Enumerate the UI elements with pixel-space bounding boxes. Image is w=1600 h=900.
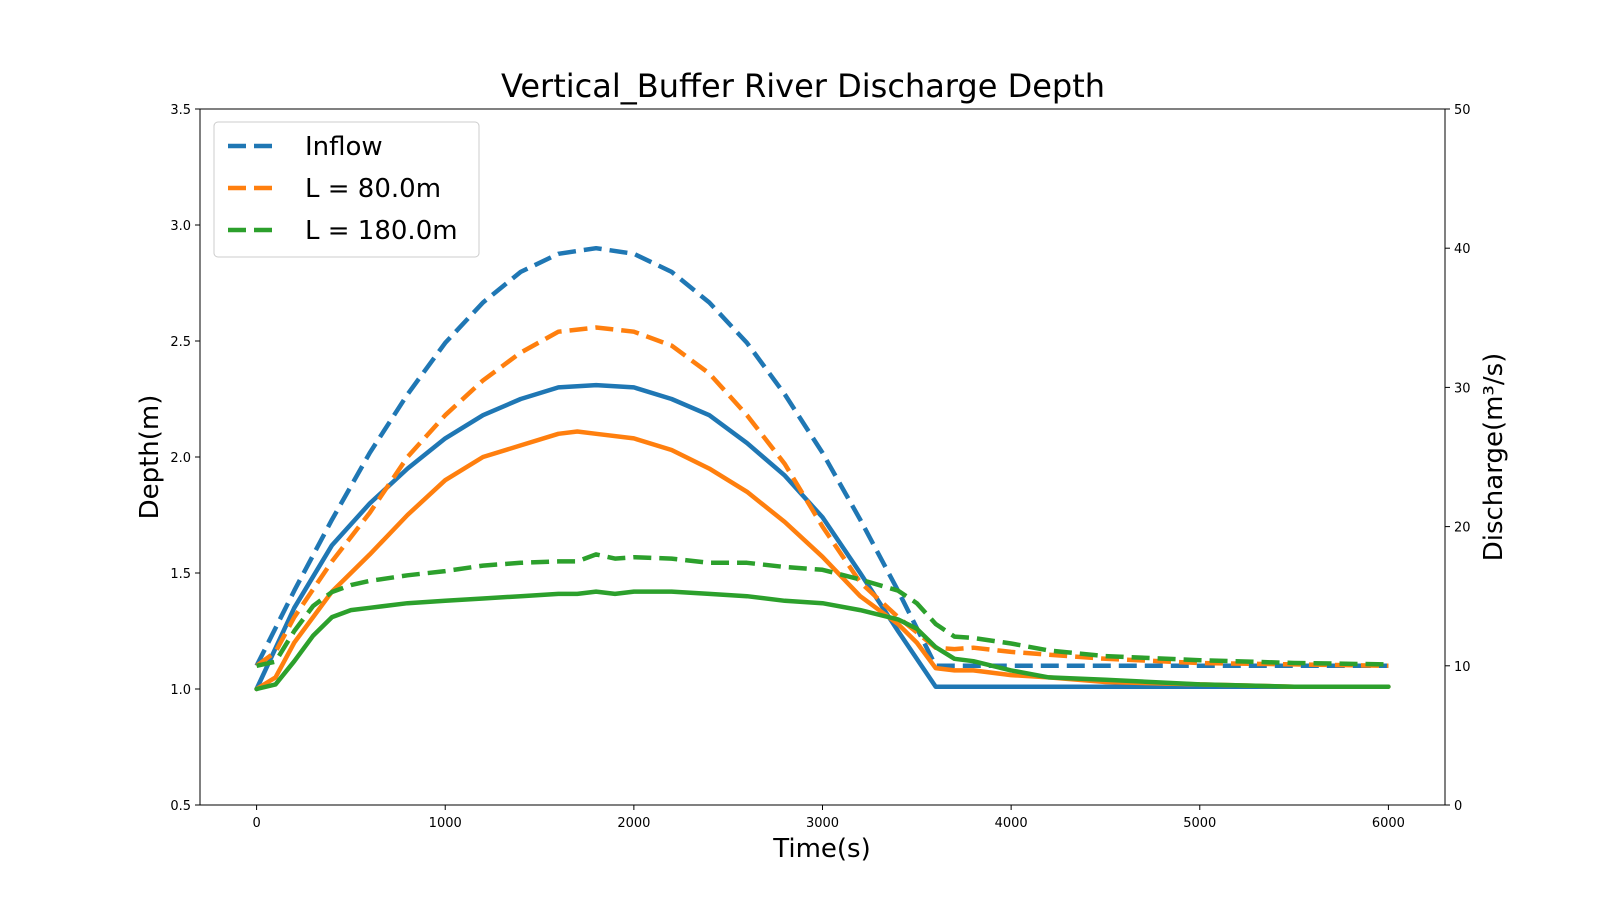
- x-tick-label: 6000: [1372, 816, 1405, 831]
- plot-area: [254, 245, 1391, 692]
- x-tick-label: 2000: [617, 816, 650, 831]
- series-line-inflow-discharge: [254, 245, 1389, 669]
- y-axis-label-left: Depth(m): [135, 395, 165, 520]
- x-axis-label: Time(s): [772, 834, 870, 864]
- y-tick-label-right: 30: [1454, 381, 1471, 396]
- y-tick-label-right: 40: [1454, 242, 1471, 257]
- x-tick-label: 0: [252, 816, 260, 831]
- y-axis-left: 0.5 1.0 1.5 2.0 2.5 3.0 3.5: [170, 103, 200, 814]
- series-line-l-180-0m-depth: [254, 589, 1391, 692]
- legend: Inflow L = 80.0m L = 180.0m: [213, 121, 480, 258]
- legend-label-inflow: Inflow: [305, 132, 383, 162]
- series-line-inflow-depth: [254, 382, 1391, 692]
- y-tick-label-left: 2.5: [170, 335, 191, 350]
- legend-box: [213, 121, 480, 258]
- series-line-l-80-0m-discharge: [255, 325, 1389, 669]
- chart-title: Vertical_Buffer River Discharge Depth: [501, 67, 1105, 105]
- y-tick-label-left: 1.0: [170, 683, 191, 698]
- x-axis: 0 1000 2000 3000 4000 5000 6000: [252, 805, 1405, 831]
- x-tick-label: 5000: [1183, 816, 1216, 831]
- legend-label-l-180-0m: L = 180.0m: [305, 216, 458, 246]
- y-tick-label-right: 20: [1454, 521, 1471, 536]
- y-axis-label-right: Discharge(m³/s): [1479, 353, 1509, 562]
- x-tick-label: 3000: [806, 816, 839, 831]
- y-tick-label-left: 0.5: [170, 799, 191, 814]
- y-tick-label-right: 0: [1454, 799, 1462, 814]
- y-tick-label-left: 1.5: [170, 567, 191, 582]
- y-tick-label-right: 10: [1454, 660, 1471, 675]
- x-tick-label: 4000: [995, 816, 1028, 831]
- x-tick-label: 1000: [429, 816, 462, 831]
- y-tick-label-left: 3.0: [170, 219, 191, 234]
- series-line-l-180-0m-discharge: [256, 552, 1389, 668]
- y-tick-label-left: 3.5: [170, 103, 191, 118]
- y-tick-label-left: 2.0: [170, 451, 191, 466]
- y-tick-label-right: 50: [1454, 103, 1471, 118]
- legend-label-l-80-0m: L = 80.0m: [305, 174, 441, 204]
- series-line-l-80-0m-depth: [254, 429, 1391, 692]
- y-axis-right: 0 10 20 30 40 50: [1445, 103, 1471, 814]
